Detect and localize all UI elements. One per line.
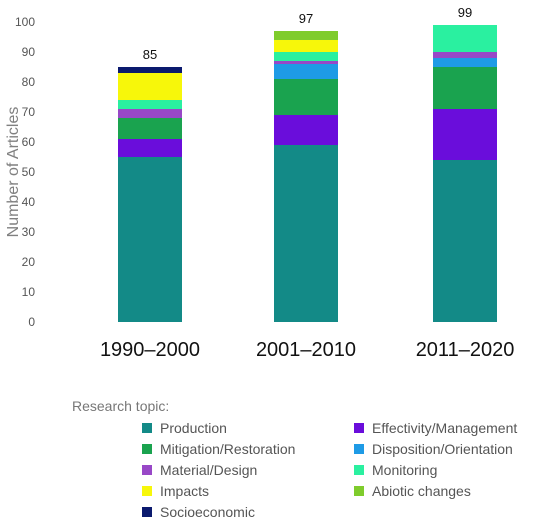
stacked-bar-chart: 0 10 20 30 40 50 60 70 80 90 100 85 97 99 1990–2000 2… [5,5,514,361]
legend-label: Monitoring [372,461,438,478]
legend-swatch [354,422,364,433]
bar-total-label: 85 [143,47,157,62]
bar-segment [274,64,338,79]
legend-swatch [354,485,364,496]
y-axis-ticks: 0 10 20 30 40 50 60 70 80 90 100 [15,15,35,329]
legend-swatch [142,464,152,475]
legend-swatch [142,506,152,517]
legend-label: Mitigation/Restoration [160,440,296,457]
bar-stack [433,25,497,322]
legend-label: Abiotic changes [372,482,471,499]
bar-segment [433,67,497,109]
legend-swatch [142,485,152,496]
legend-swatch [354,464,364,475]
x-category-label: 2011–2020 [416,339,515,361]
y-tick-label: 80 [22,75,36,89]
legend-item: Socioeconomic [142,502,354,521]
y-tick-label: 40 [22,195,36,209]
bar-stacks [118,25,497,322]
bar-segment [433,58,497,67]
bar-segment [118,118,182,139]
legend-swatch [142,443,152,454]
y-tick-label: 50 [22,165,36,179]
bar-segment [274,145,338,322]
legend-label: Socioeconomic [160,503,255,520]
bar-segment [274,52,338,61]
legend-swatch [354,443,364,454]
y-tick-label: 90 [22,45,36,59]
x-category-label: 2001–2010 [256,339,356,361]
legend-item: Mitigation/Restoration [142,439,354,458]
bar-segment [433,25,497,52]
bar-segment [118,139,182,157]
bar-segment [274,115,338,145]
bar-segment [274,40,338,52]
legend-item: Disposition/Orientation [354,439,550,458]
bar-segment [118,100,182,109]
bar-total-labels: 85 97 99 [143,5,472,62]
legend-label: Effectivity/Management [372,419,518,436]
legend-item: Monitoring [354,460,550,479]
legend-item: Production [142,418,354,437]
legend-label: Disposition/Orientation [372,440,513,457]
bar-total-label: 99 [458,5,472,20]
legend-swatch [142,422,152,433]
y-tick-label: 30 [22,225,36,239]
legend-item: Abiotic changes [354,481,550,500]
legend-item: Impacts [142,481,354,500]
bar-segment [274,61,338,64]
bar-segment [433,109,497,160]
legend-items: Production Effectivity/Management Mitigati… [142,418,542,521]
y-tick-label: 100 [15,15,35,29]
x-axis-category-labels: 1990–2000 2001–2010 2011–2020 [100,339,514,361]
legend-item: Material/Design [142,460,354,479]
y-tick-label: 10 [22,285,36,299]
bar-stack [118,67,182,322]
bar-segment [274,79,338,115]
bar-segment [433,52,497,58]
legend-item: Effectivity/Management [354,418,550,437]
x-category-label: 1990–2000 [100,339,200,361]
y-tick-label: 20 [22,255,36,269]
bar-segment [118,67,182,73]
legend-title: Research topic: [72,398,170,414]
y-tick-label: 60 [22,135,36,149]
bar-segment [118,109,182,118]
legend-label: Material/Design [160,461,258,478]
legend-label: Production [160,419,227,436]
bar-total-label: 97 [299,11,313,26]
legend-label: Impacts [160,482,210,499]
legend: Research topic: Production Effectivity/Ma… [72,398,542,521]
bar-segment [118,157,182,322]
bar-stack [274,31,338,322]
y-axis-title: Number of Articles [5,107,22,238]
y-tick-label: 0 [28,315,35,329]
y-tick-label: 70 [22,105,36,119]
bar-segment [433,160,497,322]
bar-segment [118,73,182,100]
bar-segment [274,31,338,40]
